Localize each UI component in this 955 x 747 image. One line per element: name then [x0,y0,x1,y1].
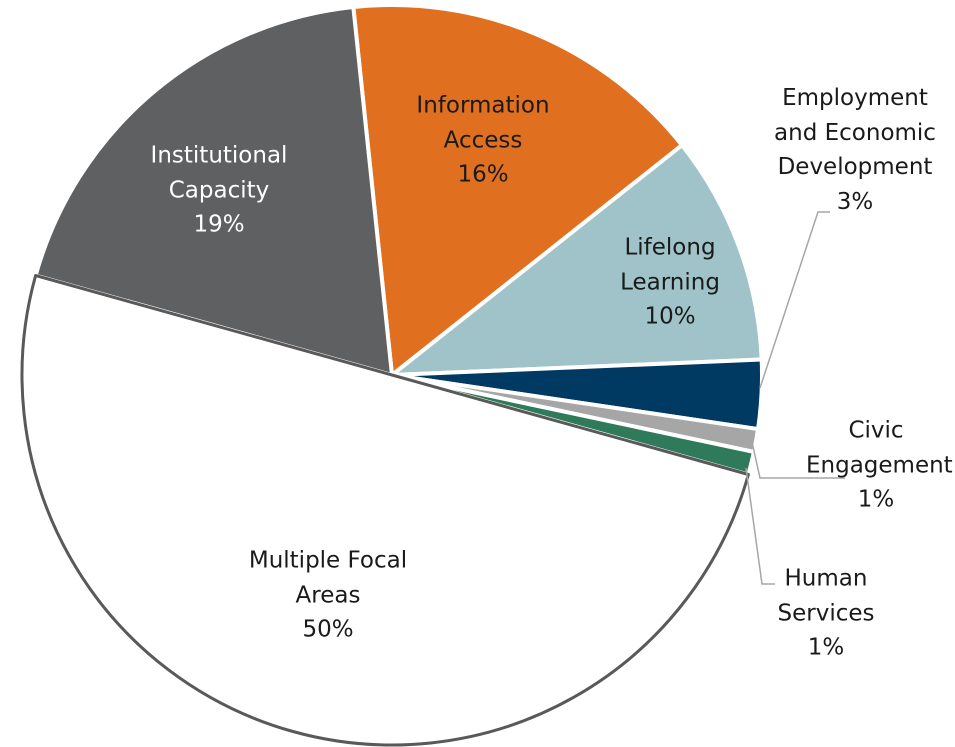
value-label: 1% [807,634,845,661]
slice-label: Multiple Focal Areas 50% [223,543,433,647]
value-label: 1% [857,486,895,513]
value-label: 19% [193,211,245,238]
category-label: Multiple Focal Areas [248,547,408,608]
category-label: Employment and Economic Development [774,85,936,180]
slice-label: Information Access 16% [398,88,568,192]
category-label: Civic Engagement [806,417,953,478]
category-label: Information Access [416,92,550,153]
value-label: 50% [302,616,354,643]
pie-slice [20,274,750,747]
category-label: Lifelong Learning [620,234,720,295]
leader-line [745,467,775,585]
category-label: Institutional Capacity [150,142,288,203]
slice-label: Human Services 1% [766,561,886,665]
category-label: Human Services [777,565,875,626]
leader-line [751,441,845,479]
slice-label: Lifelong Learning 10% [605,230,735,334]
pie-slice [390,143,764,377]
slice-label: Civic Engagement 1% [806,413,953,517]
slice-label: Institutional Capacity 19% [132,138,307,242]
value-label: 16% [457,161,509,188]
pie-slice [351,3,684,377]
leader-line [759,211,830,389]
pie-slice [33,5,394,377]
value-label: 3% [836,188,874,215]
value-label: 10% [644,303,696,330]
slice-label: Employment and Economic Development 3% [770,81,940,219]
